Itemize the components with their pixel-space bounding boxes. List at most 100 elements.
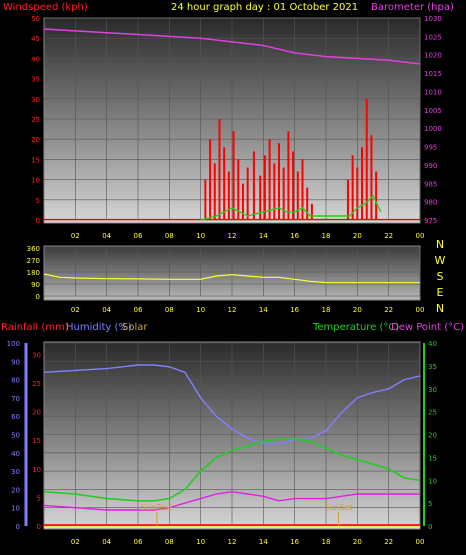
direction-x-tick-label: 18 [322,306,331,314]
chart-title: 24 hour graph day : 01 October 2021 [171,2,358,13]
wind-tick-label: 50 [31,15,40,23]
humidity-x-tick-label: 04 [102,538,111,546]
wind-tick-label: 20 [31,136,40,144]
temperature-tick-label: 25 [428,409,437,417]
humidity-x-tick-label: 22 [384,538,393,546]
wind-tick-label: 35 [31,76,40,84]
wind-x-tick-label: 10 [196,232,205,240]
direction-x-tick-label: 14 [259,306,268,314]
wind-tick-label: 30 [31,96,40,104]
humidity-x-tick-label: 14 [259,538,268,546]
rain-tick-label: 25 [32,380,41,388]
direction-tick-label: 0 [36,293,40,301]
direction-tick-label: 180 [27,269,40,277]
direction-x-tick-label: 22 [384,306,393,314]
solar-label: Solar [122,322,148,333]
compass-label: W [435,254,446,267]
humidity-x-tick-label: 16 [290,538,299,546]
barometer-tick-label: 1005 [424,107,442,115]
direction-x-tick-label: 02 [71,306,80,314]
sunset-label: SunSet [324,503,352,512]
humidity-x-tick-label: 20 [353,538,362,546]
temperature-line [43,438,421,502]
wind-x-tick-label: 18 [322,232,331,240]
humidity-tick-label: 0 [16,523,20,531]
wind-x-tick-label: 20 [353,232,362,240]
wind-x-tick-label: 22 [384,232,393,240]
rain-tick-label: 0 [37,523,41,531]
temperature-tick-label: 10 [428,477,437,485]
wind-x-tick-label: 04 [102,232,111,240]
direction-x-tick-label: 16 [290,306,299,314]
temperature-tick-label: 0 [428,523,432,531]
barometer-tick-label: 1010 [424,88,442,96]
humidity-x-tick-label: 08 [165,538,174,546]
dewpoint-line [43,490,420,511]
compass-label: S [437,270,444,283]
rain-tick-label: 10 [32,466,41,474]
wind-x-tick-label: 12 [228,232,237,240]
wind-x-tick-label: 14 [259,232,268,240]
wind-tick-label: 0 [36,217,40,225]
rainfall-axis-label: Rainfall (mm) [1,322,69,333]
humidity-line [43,364,421,445]
barometer-tick-label: 975 [424,217,437,225]
temperature-tick-label: 30 [428,386,437,394]
humidity-x-tick-label: 02 [71,538,80,546]
rain-tick-label: 30 [32,351,41,359]
humidity-tick-label: 10 [11,505,20,513]
barometer-line [43,28,421,65]
humidity-tick-label: 70 [11,395,20,403]
humidity-x-tick-label: 18 [322,538,331,546]
temperature-tick-label: 20 [428,432,437,440]
barometer-tick-label: 1015 [424,70,442,78]
wind-tick-label: 10 [31,177,40,185]
wind-average-line [200,194,382,221]
humidity-tick-label: 100 [7,340,20,348]
wind-x-tick-label: 00 [416,232,425,240]
wind-tick-label: 45 [31,35,40,43]
humidity-tick-label: 40 [11,450,20,458]
wind-tick-label: 25 [31,116,40,124]
rain-tick-label: 15 [32,437,41,445]
barometer-tick-label: 1020 [424,52,442,60]
humidity-x-tick-label: 06 [134,538,143,546]
direction-tick-label: 270 [27,257,40,265]
direction-x-tick-label: 20 [353,306,362,314]
direction-x-tick-label: 04 [102,306,111,314]
humidity-x-tick-label: 10 [196,538,205,546]
humidity-tick-label: 80 [11,377,20,385]
humidity-tick-label: 50 [11,432,20,440]
dewpoint-axis-label: Dew Point (°C) [391,322,464,333]
humidity-tick-label: 60 [11,413,20,421]
wind-x-tick-label: 16 [290,232,299,240]
direction-x-tick-label: 12 [228,306,237,314]
wind-x-tick-label: 08 [165,232,174,240]
barometer-axis-label: Barometer (hpa) [371,2,454,13]
wind-tick-label: 15 [31,156,40,164]
compass-label: N [436,238,444,251]
direction-x-tick-label: 10 [196,306,205,314]
direction-x-tick-label: 06 [134,306,143,314]
temperature-tick-label: 15 [428,454,437,462]
wind-x-tick-label: 06 [134,232,143,240]
rain-tick-label: 20 [32,409,41,417]
direction-x-tick-label: 08 [165,306,174,314]
temperature-axis-label: Temperature (°C) [312,322,399,333]
rain-tick-label: 5 [37,494,41,502]
barometer-tick-label: 980 [424,199,437,207]
humidity-tick-label: 20 [11,486,20,494]
compass-label: N [436,302,444,315]
barometer-tick-label: 985 [424,180,437,188]
direction-tick-label: 90 [31,281,40,289]
barometer-tick-label: 1000 [424,125,442,133]
barometer-tick-label: 1025 [424,33,442,41]
wind-direction-line [43,273,420,284]
wind-tick-label: 5 [36,197,40,205]
direction-tick-label: 360 [27,245,40,253]
windspeed-axis-label: Windspeed (kph) [3,2,88,13]
humidity-axis-label: Humidity (%) [66,322,132,333]
barometer-tick-label: 995 [424,144,437,152]
temperature-tick-label: 35 [428,363,437,371]
